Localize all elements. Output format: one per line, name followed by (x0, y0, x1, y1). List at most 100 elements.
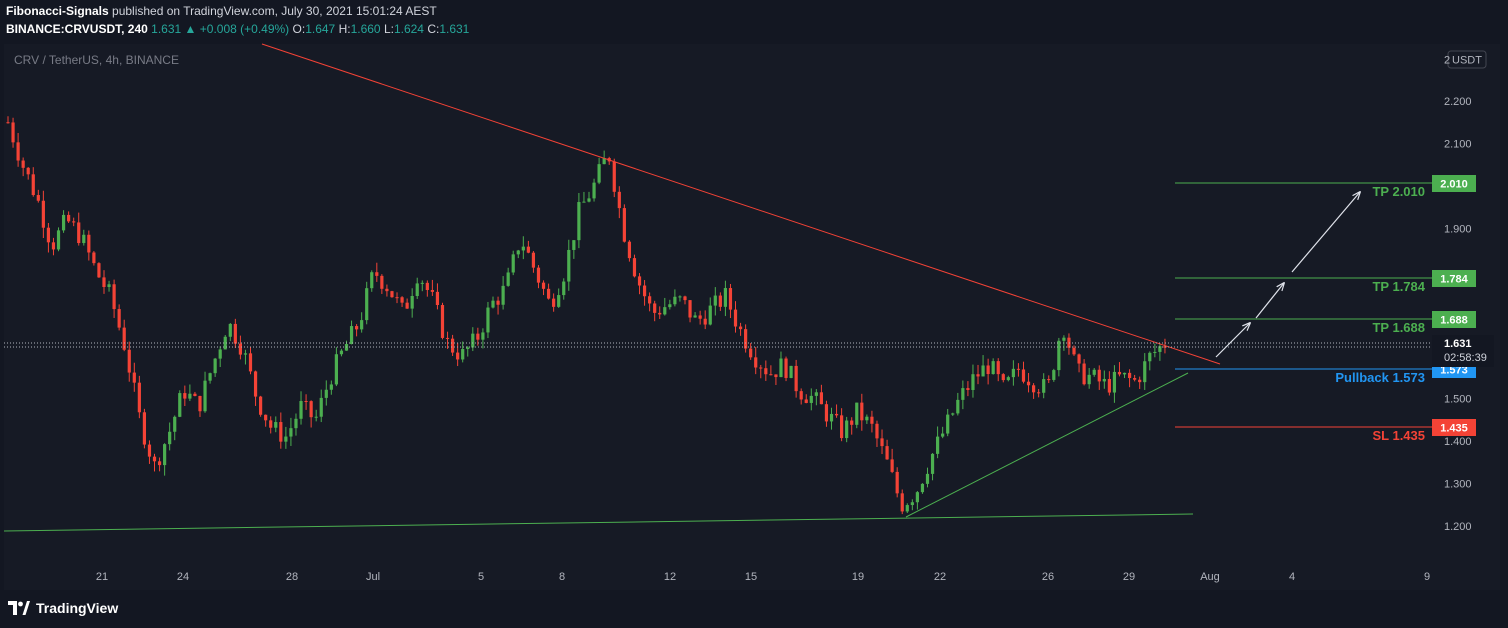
author-name[interactable]: Fibonacci-Signals (6, 4, 109, 18)
current-price-value: 1.631 (1444, 338, 1472, 350)
candle-body (1001, 374, 1005, 381)
candle-body (905, 505, 909, 512)
candle-body (304, 401, 308, 403)
candle-body (698, 315, 702, 319)
candle-body (1107, 378, 1111, 393)
candle-body (1122, 372, 1127, 375)
candle-body (880, 438, 884, 447)
open-label: O: (292, 22, 306, 36)
level-label: TP 1.784 (1372, 279, 1425, 294)
candle-body (1006, 377, 1010, 381)
projection-arrow (1255, 283, 1284, 319)
candle-body (137, 382, 141, 413)
y-tick-label: 1.300 (1444, 479, 1472, 491)
candle-body (1011, 368, 1015, 378)
candle-body (6, 122, 10, 124)
candle-body (592, 182, 596, 199)
candle-body (1067, 337, 1071, 348)
ohlc-line: BINANCE:CRVUSDT, 240 1.631 ▲ +0.008 (+0.… (6, 22, 469, 36)
candle-body (860, 402, 864, 421)
candle-body (1031, 385, 1036, 393)
candle-body (1047, 379, 1051, 381)
candle-body (627, 241, 632, 259)
candle-body (870, 416, 874, 424)
candle-body (597, 164, 601, 183)
candle-body (1087, 374, 1091, 385)
candle-body (400, 297, 404, 303)
candle-body (1158, 346, 1162, 352)
candle-body (536, 267, 541, 283)
level-badge-text: 1.435 (1440, 423, 1468, 435)
candle-body (794, 365, 798, 392)
candle-body (238, 343, 242, 355)
candle-body (349, 326, 354, 345)
candle-body (168, 431, 172, 445)
candle-body (1057, 340, 1061, 371)
candle-body (779, 358, 783, 378)
tradingview-logo[interactable]: TradingView (8, 600, 118, 616)
y-tick-label: 2.200 (1444, 96, 1472, 108)
candle-body (112, 284, 116, 310)
candle-body (799, 391, 803, 400)
candle-body (920, 483, 925, 493)
last-price: 1.631 (151, 22, 182, 36)
candle-body (759, 367, 763, 369)
candle-body (61, 214, 66, 231)
candle-body (582, 201, 586, 203)
candle-body (97, 263, 101, 278)
candle-body (840, 415, 844, 439)
candle-body (678, 296, 682, 298)
candle-body (971, 374, 975, 390)
candle-body (274, 422, 278, 428)
candle-body (1037, 392, 1041, 394)
candle-body (92, 252, 96, 264)
level-lines: TP 2.010 2.010 TP 1.784 1.784 TP 1.688 1.688 P… (1175, 175, 1494, 443)
candle-body (415, 283, 419, 296)
candle-body (516, 250, 520, 255)
candle-body (72, 221, 76, 223)
candle-body (299, 401, 303, 419)
candle-body (309, 401, 313, 418)
candle-body (956, 399, 960, 414)
candle-body (925, 473, 930, 484)
candle-body (269, 420, 273, 428)
currency-badge[interactable]: USDT (1447, 50, 1487, 69)
tradingview-logo-text: TradingView (36, 600, 119, 616)
candle-body (703, 318, 707, 325)
candle-body (16, 142, 20, 161)
candle-body (1072, 347, 1076, 355)
candle-body (435, 291, 440, 306)
candle-body (314, 416, 318, 418)
candle-body (1042, 379, 1046, 393)
candle-body (713, 295, 717, 306)
candle-body (1112, 371, 1117, 393)
x-tick-label: Aug (1200, 571, 1220, 583)
candle-body (632, 258, 637, 277)
x-tick-label: 26 (1042, 571, 1054, 583)
candle-body (1082, 363, 1086, 385)
candle-body (673, 296, 677, 305)
candle-body (1052, 370, 1056, 380)
publish-line: Fibonacci-Signals published on TradingVi… (6, 4, 437, 18)
candle-body (622, 208, 626, 242)
x-tick-label: 19 (852, 571, 864, 583)
chart-panel[interactable] (4, 44, 1500, 590)
candle-body (213, 358, 217, 374)
low-value: 1.624 (393, 22, 424, 36)
candle-body (163, 444, 167, 466)
candle-body (951, 413, 955, 415)
candle-body (572, 240, 576, 250)
candle-body (461, 349, 465, 360)
candle-body (991, 361, 995, 375)
tradingview-logo-icon (8, 601, 30, 615)
x-tick-label: 8 (559, 571, 565, 583)
candle-body (1163, 346, 1167, 348)
candle-body (152, 456, 157, 462)
y-tick-label: 1.500 (1444, 394, 1472, 406)
candle-body (966, 388, 970, 390)
axis-partial-tick: 2 (1444, 55, 1450, 67)
candle-body (1077, 354, 1081, 364)
candle-body (1016, 368, 1021, 370)
x-tick-label: 12 (664, 571, 676, 583)
